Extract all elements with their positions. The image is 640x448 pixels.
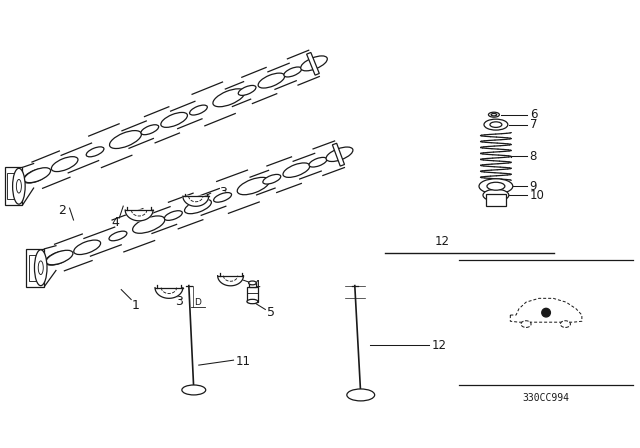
Ellipse shape [237,177,269,195]
Polygon shape [332,143,344,166]
Polygon shape [7,173,20,199]
Polygon shape [32,151,70,188]
Ellipse shape [51,157,78,172]
Ellipse shape [45,251,70,265]
Ellipse shape [479,179,513,194]
Ellipse shape [561,321,570,327]
Text: D: D [194,298,201,307]
Ellipse shape [184,199,211,214]
Ellipse shape [263,174,281,184]
Polygon shape [125,210,153,221]
Ellipse shape [347,389,374,401]
Text: 10: 10 [530,189,545,202]
Ellipse shape [213,89,245,107]
Ellipse shape [109,231,127,241]
Text: 9: 9 [530,180,537,193]
Polygon shape [29,254,42,281]
Polygon shape [155,288,183,298]
Ellipse shape [214,193,232,202]
Polygon shape [313,141,344,176]
Text: 6: 6 [530,108,537,121]
Polygon shape [171,101,202,129]
Ellipse shape [238,86,256,95]
Ellipse shape [161,112,188,127]
Ellipse shape [488,112,499,117]
Ellipse shape [35,250,47,286]
Polygon shape [287,50,319,85]
Polygon shape [218,276,243,286]
Text: 12: 12 [435,235,449,248]
Polygon shape [242,68,276,103]
Polygon shape [61,143,99,173]
Text: 3: 3 [219,186,227,199]
Ellipse shape [484,119,508,130]
Ellipse shape [13,168,25,204]
Ellipse shape [490,122,502,127]
Polygon shape [192,82,236,126]
Bar [247,287,258,302]
Ellipse shape [24,168,51,183]
Polygon shape [267,157,301,193]
Polygon shape [293,153,321,179]
Bar [486,194,506,206]
Ellipse shape [74,240,100,254]
Polygon shape [145,207,177,233]
Polygon shape [112,209,155,252]
Polygon shape [195,189,226,215]
Polygon shape [225,82,251,107]
Ellipse shape [309,157,327,167]
Ellipse shape [38,261,44,275]
Polygon shape [54,234,92,271]
Ellipse shape [141,125,159,135]
Ellipse shape [189,105,207,115]
Polygon shape [4,168,22,205]
Ellipse shape [284,67,301,77]
Text: 12: 12 [431,339,446,352]
Ellipse shape [301,56,327,71]
Ellipse shape [521,321,531,327]
Text: 7: 7 [530,118,537,131]
Polygon shape [89,124,132,168]
Ellipse shape [247,299,258,304]
Ellipse shape [132,216,165,233]
Text: 330CC994: 330CC994 [523,393,570,403]
Polygon shape [183,196,209,206]
Polygon shape [250,170,275,195]
Polygon shape [307,52,319,75]
Text: 4: 4 [252,279,260,292]
Ellipse shape [17,179,21,193]
Ellipse shape [491,113,497,116]
Text: 8: 8 [530,150,537,163]
Ellipse shape [326,147,353,161]
Ellipse shape [109,131,141,148]
Ellipse shape [164,211,182,220]
Ellipse shape [483,189,509,201]
Ellipse shape [182,385,205,395]
Text: 5: 5 [268,306,275,319]
Polygon shape [84,227,121,256]
Text: 11: 11 [236,355,250,368]
Circle shape [542,308,550,317]
Ellipse shape [23,168,48,183]
Ellipse shape [46,250,73,265]
Polygon shape [217,170,259,213]
Text: 2: 2 [58,203,65,216]
Ellipse shape [86,147,104,157]
Ellipse shape [258,73,285,88]
Polygon shape [26,249,44,287]
Text: 1: 1 [131,299,139,312]
Ellipse shape [283,163,310,177]
Polygon shape [268,63,296,89]
Polygon shape [145,107,179,143]
Ellipse shape [248,281,256,285]
Bar [248,283,256,287]
Polygon shape [168,193,203,229]
Ellipse shape [487,182,505,190]
Text: 4: 4 [111,215,119,228]
Text: 3: 3 [175,295,183,308]
Polygon shape [122,121,154,148]
